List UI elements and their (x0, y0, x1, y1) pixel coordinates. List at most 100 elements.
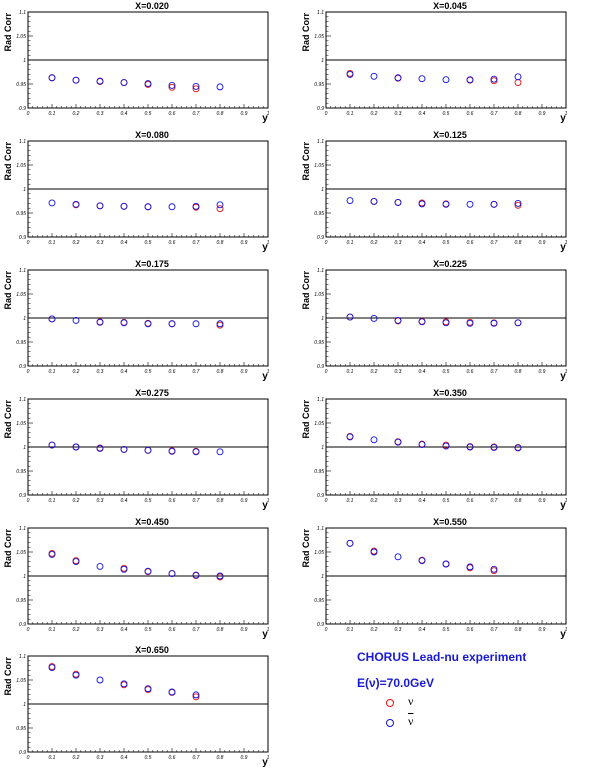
legend-energy: E(ν)=70.0GeV (357, 676, 435, 690)
y-tick-label: 1.1 (19, 526, 26, 532)
y-tick-label: 1.1 (19, 654, 26, 660)
x-tick-label: 0.2 (73, 627, 80, 633)
y-tick-label: 1 (23, 445, 26, 451)
x-tick-label: 0.6 (169, 498, 176, 504)
data-point-nubar (466, 443, 474, 451)
data-point-nubar (120, 565, 128, 573)
x-tick-label: 0 (27, 369, 30, 375)
y-tick-label: 1.05 (16, 550, 26, 556)
x-tick-label: 0.3 (97, 369, 104, 375)
x-tick-label: 0.1 (347, 627, 354, 633)
y-axis-label: Rad Corr (301, 529, 311, 568)
chart-panel: X=0.650 Rad Corr y 0 0.1 0.2 0.3 0.4 0.5 0.6 0.7 0.… (3, 645, 270, 768)
chart-panel: X=0.020 Rad Corr y 0 0.1 0.2 0.3 0.4 0.5 0.6 0.7 0.… (3, 1, 270, 124)
x-tick-label: 0.7 (193, 627, 200, 633)
x-tick-label: 0.8 (515, 369, 522, 375)
y-axis-label: Rad Corr (3, 271, 13, 310)
legend-label-nu: ν (408, 694, 414, 708)
x-tick-label: 0.2 (73, 111, 80, 117)
data-point-nubar (96, 676, 104, 684)
y-tick-label: 0.95 (16, 340, 26, 346)
data-point-nubar (192, 82, 200, 90)
chart-panel: X=0.275 Rad Corr y 0 0.1 0.2 0.3 0.4 0.5 0.6 0.7 0.… (3, 388, 270, 511)
data-point-nubar (442, 319, 450, 327)
data-point-nubar (96, 77, 104, 85)
x-tick-label: 0.3 (395, 627, 402, 633)
x-tick-label: 0.3 (395, 498, 402, 504)
x-axis-label: y (560, 242, 566, 253)
data-point-nubar (418, 75, 426, 83)
y-tick-label: 0.9 (19, 364, 26, 370)
y-tick-label: 1.1 (19, 397, 26, 403)
x-tick-label: 0.4 (419, 627, 426, 633)
legend-marker-nu (386, 699, 394, 707)
y-tick-label: 0.9 (317, 364, 324, 370)
data-point-nubar (346, 433, 354, 441)
data-point-nubar (216, 572, 224, 580)
data-point-nubar (370, 436, 378, 444)
data-point-nubar (96, 318, 104, 326)
chart-title: X=0.225 (433, 259, 467, 269)
x-tick-label: 0.5 (443, 627, 450, 633)
data-point-nubar (72, 200, 80, 208)
data-point-nubar (466, 200, 474, 208)
data-point-nubar (120, 445, 128, 453)
data-point-nubar (346, 539, 354, 547)
data-point-nubar (418, 318, 426, 326)
data-point-nubar (72, 671, 80, 679)
y-axis-label: Rad Corr (3, 142, 13, 181)
x-tick-label: 0 (325, 627, 328, 633)
x-tick-label: 0.2 (371, 111, 378, 117)
x-tick-label: 0.2 (371, 240, 378, 246)
data-point-nubar (48, 550, 56, 558)
data-point-nubar (466, 563, 474, 571)
data-point-nubar (514, 444, 522, 452)
chart-title: X=0.450 (135, 517, 169, 527)
x-tick-label: 0.5 (443, 240, 450, 246)
y-tick-label: 0.95 (314, 340, 324, 346)
x-tick-label: 0.9 (241, 369, 248, 375)
x-tick-label: 0.5 (145, 755, 152, 761)
x-tick-label: 0.7 (491, 369, 498, 375)
data-point-nubar (466, 319, 474, 327)
x-tick-label: 0.7 (491, 498, 498, 504)
x-tick-label: 1 (267, 755, 270, 761)
x-tick-label: 0.7 (193, 755, 200, 761)
data-point-nubar (418, 200, 426, 208)
y-tick-label: 0.9 (317, 235, 324, 241)
x-tick-label: 0.7 (491, 240, 498, 246)
x-tick-label: 0.5 (443, 498, 450, 504)
data-point-nu (514, 79, 522, 87)
x-tick-label: 0.1 (347, 498, 354, 504)
x-tick-label: 0.4 (419, 111, 426, 117)
data-point-nubar (490, 75, 498, 83)
data-point-nubar (442, 76, 450, 84)
y-tick-label: 0.9 (317, 493, 324, 499)
y-tick-label: 1 (321, 445, 324, 451)
data-point-nubar (418, 557, 426, 565)
data-point-nubar (168, 81, 176, 89)
y-tick-label: 0.95 (314, 82, 324, 88)
data-point-nubar (144, 685, 152, 693)
y-tick-label: 1.1 (317, 268, 324, 274)
data-point-nu (514, 201, 522, 209)
x-tick-label: 0.8 (217, 369, 224, 375)
x-tick-label: 0.9 (539, 111, 546, 117)
x-tick-label: 0.1 (49, 498, 56, 504)
x-tick-label: 0.7 (193, 111, 200, 117)
y-axis-label: Rad Corr (3, 529, 13, 568)
x-tick-label: 0.8 (217, 240, 224, 246)
data-point-nubar (394, 316, 402, 324)
x-tick-label: 0.4 (121, 498, 128, 504)
x-tick-label: 0.9 (241, 755, 248, 761)
x-tick-label: 0.3 (97, 498, 104, 504)
y-tick-label: 1 (23, 316, 26, 322)
legend: CHORUS Lead-nu experiment E(ν)=70.0GeV ν… (340, 645, 580, 745)
x-tick-label: 0 (27, 498, 30, 504)
x-tick-label: 0.4 (121, 111, 128, 117)
x-tick-label: 0.4 (121, 369, 128, 375)
data-point-nubar (346, 70, 354, 78)
data-point-nu (192, 693, 200, 701)
x-tick-label: 0.3 (97, 627, 104, 633)
